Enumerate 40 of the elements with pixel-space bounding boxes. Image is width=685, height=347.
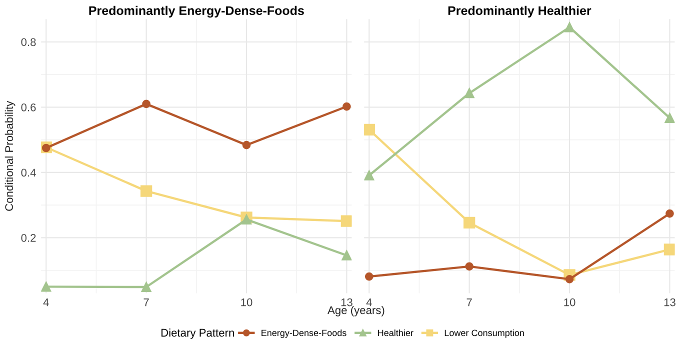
y-axis-title: Conditional Probability — [4, 100, 16, 211]
point — [664, 112, 675, 123]
x-tick-label: 13 — [341, 298, 352, 306]
point — [342, 250, 352, 260]
x-tick-label: 7 — [466, 298, 472, 306]
point — [464, 88, 474, 98]
chart-title: Predominantly Energy-Dense-Foods — [89, 6, 304, 18]
point — [364, 272, 374, 281]
chart-title: Predominantly Healthier — [448, 6, 592, 18]
point — [41, 282, 52, 292]
x-tick-label: 4 — [366, 298, 372, 306]
x-tick-label: 10 — [241, 298, 252, 306]
point — [242, 140, 251, 150]
y-tick-label: 0.2 — [21, 234, 36, 242]
point — [463, 216, 476, 229]
y-tick-label: 0.8 — [21, 38, 36, 46]
point — [364, 170, 374, 180]
point — [364, 124, 375, 136]
x-axis-title: Age (years) — [328, 306, 384, 316]
legend-label: Healthier — [378, 329, 414, 336]
point — [465, 262, 474, 271]
x-tick-label: 7 — [144, 298, 149, 306]
point — [340, 215, 352, 227]
x-tick-label: 10 — [564, 298, 576, 306]
y-tick-label: 0.6 — [21, 103, 36, 112]
x-tick-label: 4 — [43, 298, 49, 306]
point — [140, 185, 152, 197]
point — [342, 102, 351, 111]
point — [141, 282, 152, 292]
legend-label: Energy-Dense-Foods — [262, 329, 346, 338]
y-tick-label: 0.4 — [21, 168, 36, 177]
point — [142, 100, 150, 108]
legend-title: Dietary Pattern — [161, 328, 234, 339]
point — [666, 209, 674, 218]
legend-label: Lower Consumption — [444, 329, 524, 338]
point — [241, 214, 252, 224]
x-tick-label: 13 — [664, 298, 676, 306]
point — [565, 275, 574, 284]
point — [664, 244, 675, 256]
point — [564, 22, 575, 32]
